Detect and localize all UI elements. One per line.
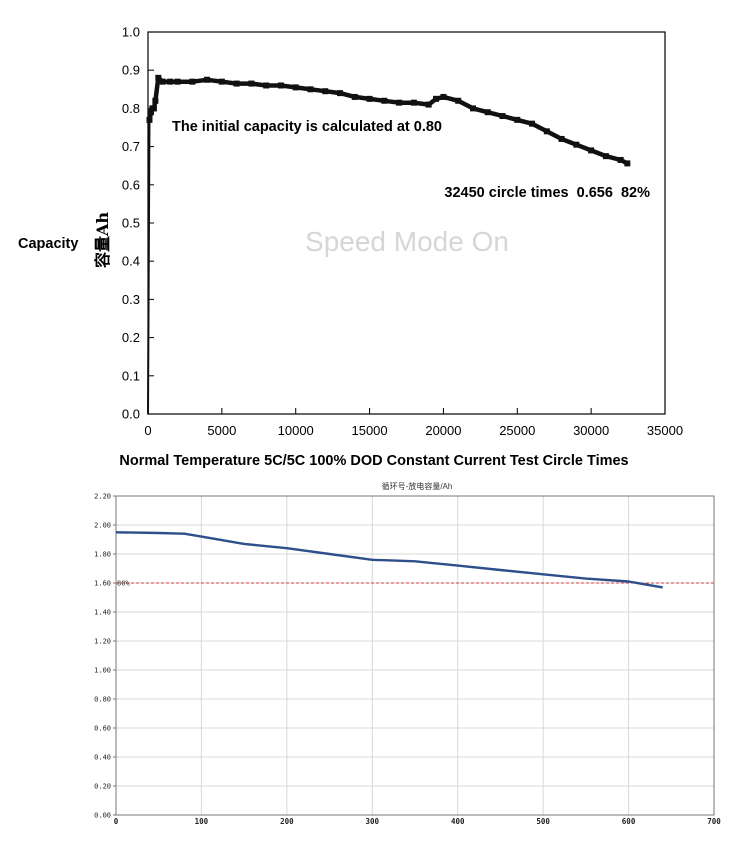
watermark-text: Speed Mode On: [305, 226, 509, 257]
top-data-point: [484, 109, 491, 116]
top-y-tick-label: 0.8: [122, 101, 140, 116]
top-y-tick-label: 0.4: [122, 254, 140, 269]
bottom-x-tick-label: 600: [622, 817, 636, 826]
top-data-point: [366, 95, 373, 102]
bottom-x-tick-label: 500: [536, 817, 550, 826]
top-data-point: [588, 147, 595, 154]
top-x-tick-label: 20000: [425, 423, 461, 438]
bottom-y-ticks: 0.00 0.20 0.40 0.60 0.80 1.00 1.20 1.40 1.60 1.80…: [94, 493, 116, 820]
top-x-tick-label: 10000: [278, 423, 314, 438]
bottom-grid: [116, 496, 714, 815]
top-y-tick-label: 0.3: [122, 292, 140, 307]
top-series-capacity: [146, 74, 631, 415]
initial-capacity-annotation: The initial capacity is calculated at 0.…: [172, 119, 442, 135]
top-data-point: [514, 116, 521, 123]
top-data-point: [189, 78, 196, 85]
top-x-tick-label: 5000: [207, 423, 236, 438]
top-data-point: [573, 141, 580, 148]
top-plot-frame: [147, 31, 666, 415]
top-data-point: [469, 105, 476, 112]
top-data-point: [292, 84, 299, 91]
top-y-tick-label: 0.2: [122, 330, 140, 345]
top-data-point: [381, 97, 388, 104]
top-y-tick-label: 0.0: [122, 407, 140, 422]
bottom-series-line: [115, 531, 663, 589]
top-x-ticks: 0 5000 10000 15000 20000 25000 30000 35000: [144, 408, 683, 438]
top-y-tick-label: 0.5: [122, 216, 140, 231]
bottom-y-tick-label: 2.00: [94, 522, 111, 530]
bottom-x-tick-label: 200: [280, 817, 294, 826]
top-data-point: [558, 135, 565, 142]
top-data-point: [322, 88, 329, 95]
bottom-y-tick-label: 0.60: [94, 725, 111, 733]
top-y-ticks: 0.0 0.1 0.2 0.3 0.4 0.5 0.6 0.7 0.8 0.9 1.0: [122, 25, 154, 422]
top-y-tick-label: 0.9: [122, 63, 140, 78]
bottom-y-tick-label: 0.40: [94, 754, 111, 762]
top-y-axis-label: 容量Ah: [93, 212, 112, 269]
top-x-tick-label: 25000: [499, 423, 535, 438]
top-data-point: [396, 99, 403, 106]
top-y-tick-label: 0.1: [122, 368, 140, 383]
final-capacity-annotation: 32450 circle times 0.656 82%: [444, 185, 650, 201]
bottom-x-tick-label: 700: [707, 817, 721, 826]
top-data-point: [410, 99, 417, 106]
bottom-chart-title: 循环号-放电容量/Ah: [382, 481, 453, 491]
bottom-y-tick-label: 1.40: [94, 609, 111, 617]
top-data-point: [307, 86, 314, 93]
top-data-point: [499, 113, 506, 120]
top-x-tick-label: 15000: [351, 423, 387, 438]
bottom-x-tick-label: 400: [451, 817, 465, 826]
top-x-tick-label: 0: [144, 423, 151, 438]
top-x-axis-label: Normal Temperature 5C/5C 100% DOD Consta…: [119, 453, 628, 469]
top-y-tick-label: 0.7: [122, 139, 140, 154]
top-x-tick-label: 35000: [647, 423, 683, 438]
top-data-point: [602, 153, 609, 160]
bottom-x-tick-label: 100: [195, 817, 209, 826]
top-data-point: [150, 105, 157, 112]
bottom-y-tick-label: 0.00: [94, 812, 111, 820]
top-y-tick-label: 1.0: [122, 25, 140, 40]
top-data-point: [455, 97, 462, 104]
bottom-x-tick-label: 300: [366, 817, 380, 826]
top-data-point: [147, 109, 154, 116]
top-chart: Speed Mode On 0 5000 10000 15000 20000 25000 3…: [18, 25, 683, 470]
bottom-x-tick-label: 0: [114, 817, 119, 826]
top-data-point: [167, 78, 174, 85]
bottom-plot-frame: [115, 495, 715, 816]
bottom-y-tick-label: 1.60: [94, 580, 111, 588]
bottom-y-tick-label: 0.80: [94, 696, 111, 704]
top-data-point: [263, 82, 270, 89]
top-series-start: [147, 119, 151, 415]
bottom-y-tick-label: 1.80: [94, 551, 111, 559]
top-data-point: [248, 80, 255, 87]
top-data-point: [529, 120, 536, 127]
top-data-point: [152, 97, 159, 104]
top-data-point: [617, 156, 624, 163]
top-data-point: [440, 93, 447, 100]
top-data-point: [351, 93, 358, 100]
top-data-point: [277, 82, 284, 89]
top-data-point: [425, 101, 432, 108]
top-x-tick-label: 30000: [573, 423, 609, 438]
capacity-side-label: Capacity: [18, 236, 78, 252]
bottom-x-ticks: 0 100 200 300 400 500 600 700: [114, 817, 722, 826]
top-data-point: [204, 76, 211, 83]
top-data-point: [155, 74, 162, 81]
reference-line-label: 80%: [117, 580, 130, 588]
bottom-y-tick-label: 0.20: [94, 783, 111, 791]
bottom-y-tick-label: 1.20: [94, 638, 111, 646]
top-data-point: [337, 90, 344, 97]
top-data-point: [624, 160, 631, 167]
top-data-point: [233, 80, 240, 87]
top-y-tick-label: 0.6: [122, 177, 140, 192]
top-data-point: [433, 95, 440, 102]
top-data-point: [159, 78, 166, 85]
top-data-point: [174, 78, 181, 85]
top-data-point: [218, 78, 225, 85]
bottom-y-tick-label: 2.20: [94, 493, 111, 501]
top-data-point: [543, 128, 550, 135]
bottom-y-tick-label: 1.00: [94, 667, 111, 675]
bottom-chart: 循环号-放电容量/Ah 0 100 200 300 400 500 600 700 0.000…: [94, 481, 721, 826]
